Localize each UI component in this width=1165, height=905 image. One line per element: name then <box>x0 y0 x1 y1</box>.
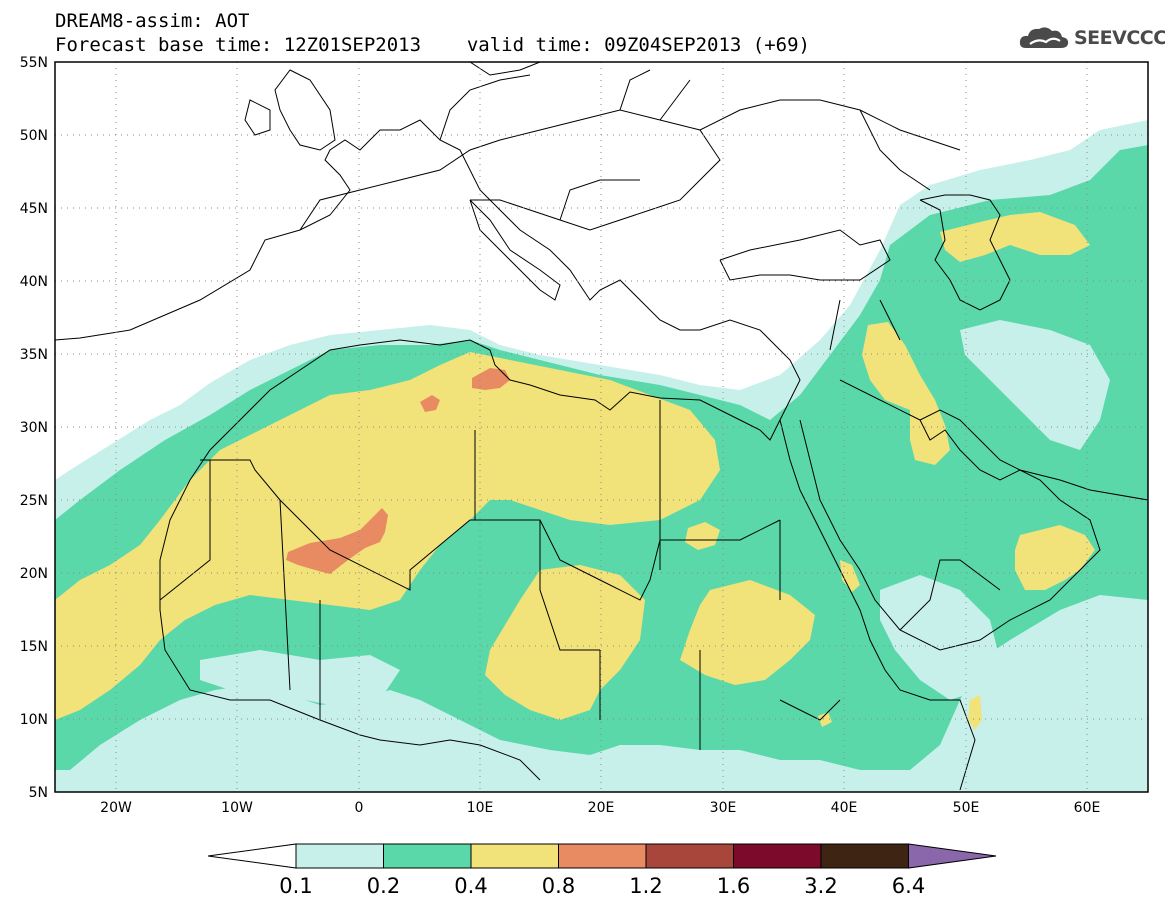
aot-hole-0.1-c <box>200 650 400 705</box>
coast-italy <box>469 199 561 301</box>
lat-tick-label: 25N <box>20 493 48 509</box>
colorbar-labels: 0.1 0.2 0.4 0.8 1.2 1.6 3.2 6.4 <box>279 874 925 898</box>
base-time-label: Forecast base time: 12Z01SEP2013 <box>55 34 422 56</box>
lat-tick-label: 20N <box>20 566 48 582</box>
coast-black-sea <box>719 229 891 281</box>
colorbar-swatch <box>558 843 647 869</box>
valid-time-label: valid time: 09Z04SEP2013 (+69) <box>466 34 810 56</box>
colorbar-label: 0.4 <box>454 874 487 898</box>
logo-text: SEEVCCC <box>1074 27 1165 49</box>
colorbar-label: 1.2 <box>629 874 662 898</box>
coast-red-sea-arabia <box>779 419 976 791</box>
seevccc-logo: SEEVCCC <box>1018 24 1165 52</box>
lat-tick-label: 45N <box>20 201 48 217</box>
border-sahara-lines <box>159 299 1001 750</box>
lon-tick-label: 50E <box>953 800 980 816</box>
coast-uk-scandinavia <box>244 62 541 151</box>
colorbar-swatch <box>295 843 384 869</box>
aot-level-0.4-iraq <box>862 322 950 465</box>
lat-tick-label: 15N <box>20 639 48 655</box>
aot-level-0.4-red-sea <box>840 560 860 592</box>
aot-hole-0.1-a <box>960 320 1110 450</box>
lon-tick-label: 10W <box>221 800 253 816</box>
lon-tick-label: 60E <box>1074 800 1101 816</box>
lon-tick-label: 30E <box>710 800 737 816</box>
lat-tick-label: 50N <box>20 128 48 144</box>
coast-caspian <box>919 194 1011 311</box>
aot-field <box>55 120 1148 792</box>
colorbar-label: 0.1 <box>279 874 312 898</box>
lon-tick-label: 40E <box>831 800 858 816</box>
lon-tick-label: 20W <box>100 800 132 816</box>
colorbar-over-arrow <box>908 843 997 869</box>
colorbar-swatch <box>470 843 559 869</box>
aot-level-0.4-oman <box>1015 525 1095 590</box>
colorbar-label: 6.4 <box>892 874 925 898</box>
map-coastlines <box>55 62 1148 791</box>
aot-level-0.8-atlas <box>420 395 440 412</box>
lat-tick-label: 55N <box>20 55 48 71</box>
colorbar-swatch <box>820 843 909 869</box>
lat-tick-label: 35N <box>20 347 48 363</box>
aot-level-0.4-sahara <box>55 352 720 720</box>
colorbar-swatch <box>383 843 472 869</box>
lat-tick-label: 40N <box>20 274 48 290</box>
colorbar-label: 1.6 <box>717 874 750 898</box>
lon-tick-labels: 20W 10W 0 10E 20E 30E 40E 50E 60E <box>100 800 1100 816</box>
colorbar-swatch <box>645 843 734 869</box>
border-europe <box>299 69 961 231</box>
lat-tick-labels: 55N 50N 45N 40N 35N 30N 25N 20N 15N 10N … <box>20 55 48 801</box>
aot-level-0.4-caspian <box>940 212 1090 262</box>
aot-level-0.8-tunisia <box>472 368 510 390</box>
aot-level-0.4-horn <box>968 695 982 730</box>
lon-tick-label: 10E <box>467 800 494 816</box>
aot-hole-0.1-b <box>880 575 1000 700</box>
lat-tick-label: 5N <box>29 785 48 801</box>
aot-level-0.4-sahel <box>485 565 645 720</box>
forecast-time-line: Forecast base time: 12Z01SEP2013 valid t… <box>55 34 810 56</box>
map-gridlines <box>55 62 1148 792</box>
coast-arabia-east <box>799 409 1148 651</box>
colorbar <box>207 843 997 869</box>
colorbar-label: 0.2 <box>367 874 400 898</box>
coast-west-africa-mediterranean <box>55 119 801 781</box>
lon-tick-label: 0 <box>355 800 364 816</box>
aot-level-0.4-egypt-blob <box>685 522 720 550</box>
colorbar-swatch <box>733 843 822 869</box>
aot-level-0.4-sudan <box>680 580 815 685</box>
lat-tick-label: 30N <box>20 420 48 436</box>
colorbar-label: 0.8 <box>542 874 575 898</box>
colorbar-label: 3.2 <box>804 874 837 898</box>
aot-level-0.8-algeria <box>286 508 388 574</box>
cloud-icon <box>1019 27 1069 48</box>
colorbar-under-arrow <box>207 843 297 869</box>
lon-tick-label: 20E <box>588 800 615 816</box>
aot-level-0.4-ethiopia-dot <box>818 712 832 727</box>
map-title: DREAM8-assim: AOT <box>55 10 250 32</box>
map-frame <box>54 61 1149 793</box>
lat-tick-label: 10N <box>20 712 48 728</box>
